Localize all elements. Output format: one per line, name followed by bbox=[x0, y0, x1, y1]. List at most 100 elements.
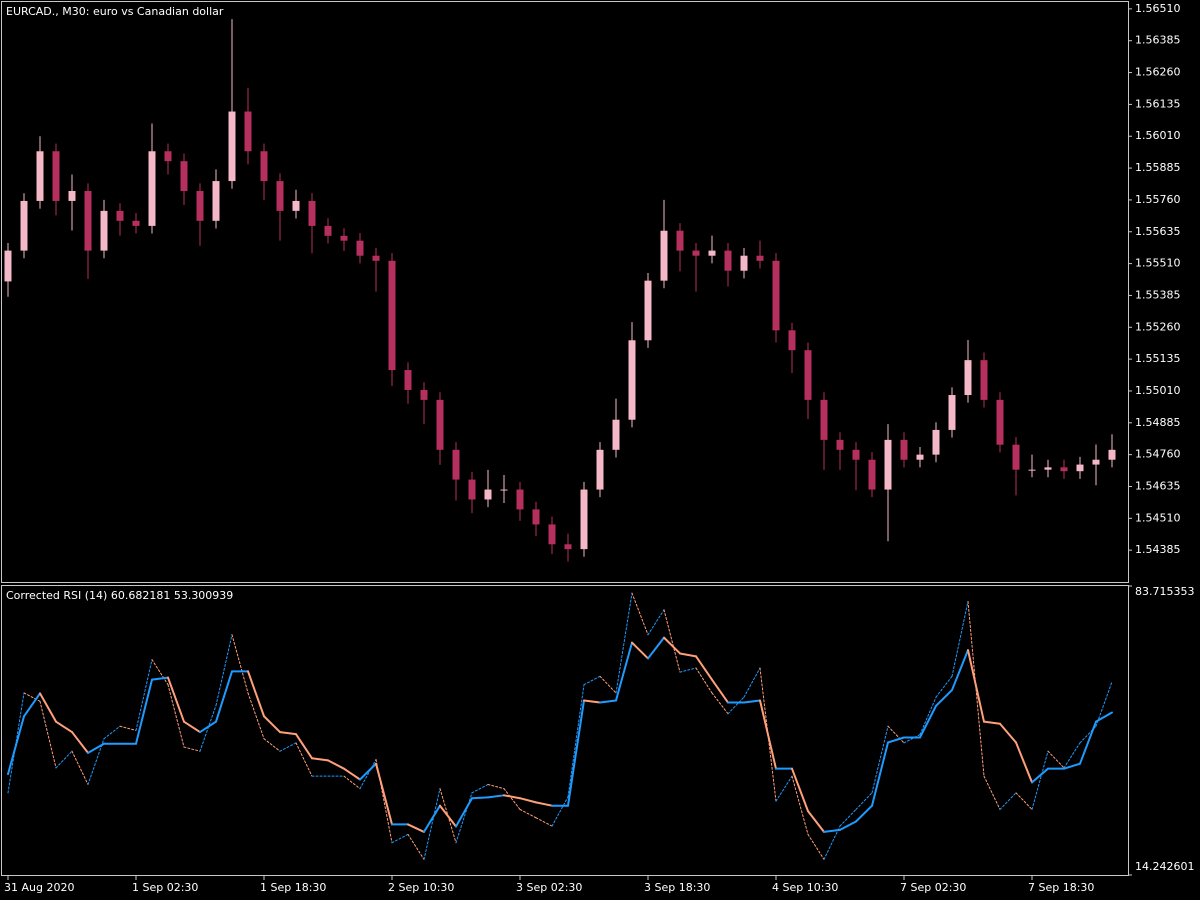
rsi-dashed-segment bbox=[55, 750, 73, 769]
candle-body bbox=[164, 151, 172, 162]
candle-body bbox=[612, 419, 620, 450]
candle-body bbox=[884, 439, 892, 490]
rsi-segment bbox=[983, 720, 1001, 725]
candle-body bbox=[372, 255, 380, 261]
rsi-segment bbox=[311, 757, 329, 762]
candle-body bbox=[148, 151, 156, 226]
rsi-segment bbox=[535, 801, 553, 807]
candle-body bbox=[756, 255, 764, 261]
rsi-dashed-segment bbox=[279, 742, 297, 752]
rsi-dashed-segment bbox=[1031, 750, 1049, 810]
candle-body bbox=[1028, 469, 1036, 471]
rsi-dashed-segment bbox=[359, 759, 377, 790]
rsi-dashed-segment bbox=[391, 833, 409, 844]
rsi-segment bbox=[247, 670, 265, 718]
rsi-dashed-segment bbox=[231, 634, 249, 694]
x-tick-label: 4 Sep 10:30 bbox=[772, 881, 838, 894]
rsi-dashed-segment bbox=[791, 775, 809, 835]
rsi-segment bbox=[871, 741, 889, 807]
rsi-segment bbox=[743, 699, 761, 704]
rsi-segment bbox=[87, 742, 105, 754]
candle-body bbox=[500, 489, 508, 491]
candle-body bbox=[660, 230, 668, 281]
y-tick-label: 1.55510 bbox=[1135, 257, 1181, 270]
rsi-segment bbox=[823, 828, 841, 833]
candle-body bbox=[420, 389, 428, 400]
rsi-segment bbox=[503, 794, 521, 800]
rsi-segment bbox=[279, 731, 297, 736]
candle-body bbox=[772, 260, 780, 331]
candle-body bbox=[548, 524, 556, 545]
rsi-segment bbox=[711, 678, 729, 704]
candle-body bbox=[1012, 444, 1020, 470]
rsi-segment bbox=[439, 804, 457, 828]
candle-body bbox=[836, 439, 844, 450]
rsi-dashed-segment bbox=[631, 592, 649, 636]
candle-body bbox=[324, 225, 332, 236]
indicator-pane bbox=[1, 585, 1129, 876]
rsi-dashed-segment bbox=[135, 659, 153, 731]
rsi-dashed-segment bbox=[711, 692, 729, 715]
y-tick-label: 1.54635 bbox=[1135, 479, 1181, 492]
candle-body bbox=[948, 395, 956, 430]
rsi-dashed-segment bbox=[1047, 750, 1065, 769]
rsi-dashed-segment bbox=[1063, 742, 1081, 769]
y-tick-label: 1.55635 bbox=[1135, 225, 1181, 238]
candle-body bbox=[52, 151, 60, 201]
candle-body bbox=[564, 544, 572, 550]
candle-body bbox=[916, 454, 924, 460]
rsi-segment bbox=[967, 649, 985, 723]
rsi-dashed-segment bbox=[1079, 725, 1097, 744]
rsi-dashed-segment bbox=[199, 704, 217, 752]
rsi-segment bbox=[919, 704, 937, 739]
rsi-dashed-segment bbox=[615, 592, 633, 694]
candle-body bbox=[404, 370, 412, 390]
rsi-dashed-segment bbox=[871, 725, 889, 794]
candle-body bbox=[868, 459, 876, 490]
candle-body bbox=[196, 191, 204, 221]
rsi-dashed-segment bbox=[567, 684, 585, 798]
rsi-dashed-segment bbox=[39, 700, 57, 769]
candle-body bbox=[308, 200, 316, 226]
rsi-segment bbox=[647, 636, 665, 660]
candle-body bbox=[132, 220, 140, 226]
rsi-dashed-segment bbox=[919, 696, 937, 736]
candle-body bbox=[212, 181, 220, 221]
rsi-dashed-segment bbox=[103, 725, 121, 740]
candle-body bbox=[676, 230, 684, 251]
candle-body bbox=[36, 151, 44, 201]
candle-body bbox=[4, 250, 12, 282]
candle-body bbox=[116, 210, 124, 221]
rsi-dashed-segment bbox=[727, 696, 745, 715]
candle-body bbox=[628, 340, 636, 420]
rsi-dashed-segment bbox=[951, 600, 969, 677]
rsi-dashed-segment bbox=[247, 692, 265, 740]
y-tick-label: 1.55135 bbox=[1135, 352, 1181, 365]
y-tick-label: 14.242601 bbox=[1135, 860, 1195, 873]
candle-body bbox=[820, 399, 828, 440]
rsi-dashed-segment bbox=[295, 742, 313, 777]
candle-body bbox=[84, 191, 92, 251]
rsi-dashed-segment bbox=[647, 609, 665, 636]
y-tick-label: 1.55385 bbox=[1135, 288, 1181, 301]
y-tick-label: 1.56010 bbox=[1135, 129, 1181, 142]
x-tick-label: 31 Aug 2020 bbox=[4, 881, 74, 894]
y-tick-label: 1.55260 bbox=[1135, 320, 1181, 333]
candle-body bbox=[644, 280, 652, 341]
rsi-segment bbox=[23, 692, 41, 718]
candle-body bbox=[388, 260, 396, 371]
rsi-segment bbox=[599, 699, 617, 704]
rsi-segment bbox=[839, 820, 857, 831]
candle-body bbox=[276, 181, 284, 211]
candle-body bbox=[180, 161, 188, 192]
rsi-segment bbox=[1079, 720, 1097, 765]
y-tick-label: 1.54885 bbox=[1135, 416, 1181, 429]
candle-body bbox=[244, 111, 252, 152]
rsi-segment bbox=[695, 655, 713, 681]
rsi-dashed-segment bbox=[151, 659, 169, 686]
rsi-dashed-segment bbox=[487, 783, 505, 790]
rsi-dashed-segment bbox=[999, 792, 1017, 810]
rsi-segment bbox=[135, 678, 153, 745]
